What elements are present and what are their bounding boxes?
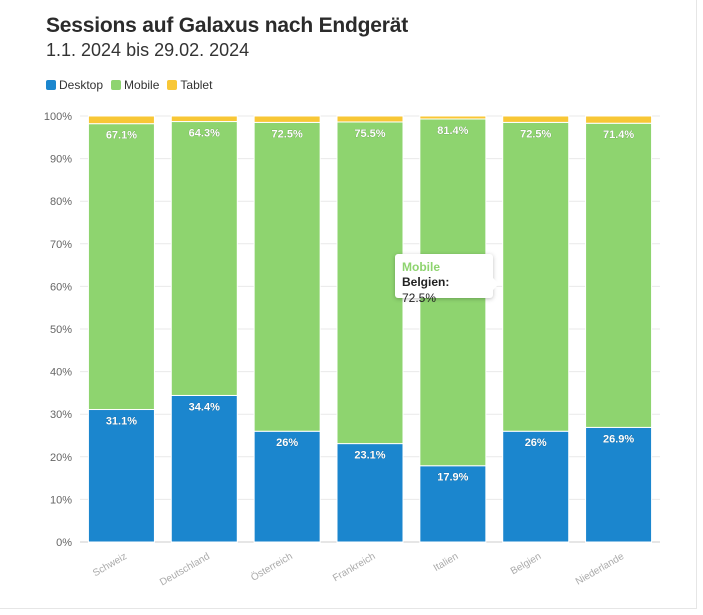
y-tick-label: 60% [50, 281, 72, 293]
data-label: 34.4% [189, 401, 220, 413]
chart-tooltip: Mobile Belgien: 72.5% [395, 254, 499, 305]
x-tick-label: Frankreich [331, 551, 377, 584]
legend-label-mobile: Mobile [124, 78, 160, 92]
y-tick-label: 30% [50, 409, 72, 421]
x-tick-label: Schweiz [91, 551, 129, 579]
bar-mobile[interactable] [336, 121, 404, 445]
y-tick-label: 20% [50, 452, 72, 464]
legend-label-desktop: Desktop [59, 78, 104, 92]
data-label: 81.4% [437, 125, 468, 137]
y-tick-label: 80% [50, 196, 72, 208]
bar-desktop[interactable] [502, 430, 570, 543]
data-label: 23.1% [354, 450, 385, 462]
tooltip-category: Belgien: [402, 275, 450, 289]
bar-mobile[interactable] [87, 123, 155, 411]
y-tick-label: 40% [50, 367, 72, 379]
x-tick-label: Italien [432, 551, 461, 574]
x-tick-label: Belgien [509, 551, 543, 577]
legend-item-tablet[interactable]: Tablet [167, 78, 212, 92]
x-tick-label: Niederlande [574, 551, 627, 588]
data-label: 67.1% [106, 130, 137, 142]
bar-mobile[interactable] [585, 122, 653, 428]
bar-tablet[interactable] [253, 115, 321, 123]
data-label: 75.5% [354, 128, 385, 140]
legend-swatch-tablet [167, 80, 178, 90]
data-label: 72.5% [272, 128, 303, 140]
y-tick-label: 70% [50, 239, 72, 251]
bar-tablet[interactable] [419, 115, 487, 120]
chart-title: Sessions auf Galaxus nach Endgerät [46, 14, 408, 37]
bar-mobile[interactable] [253, 121, 321, 432]
y-tick-label: 10% [50, 494, 72, 506]
bar-tablet[interactable] [336, 115, 404, 123]
data-label: 26% [525, 437, 547, 449]
data-label: 64.3% [189, 128, 220, 140]
data-label: 31.1% [106, 416, 137, 428]
legend-swatch-desktop [46, 80, 56, 90]
bar-tablet[interactable] [585, 115, 653, 124]
legend: Desktop Mobile Tablet [46, 78, 214, 92]
data-label: 71.4% [603, 129, 634, 141]
data-label: 17.9% [437, 472, 468, 484]
legend-item-desktop[interactable]: Desktop [46, 78, 103, 92]
tooltip-value: 72.5% [402, 291, 437, 305]
bar-desktop[interactable] [253, 430, 321, 543]
y-tick-label: 90% [50, 154, 72, 166]
legend-item-mobile[interactable]: Mobile [111, 78, 159, 92]
x-tick-label: Österreich [249, 550, 295, 583]
legend-swatch-mobile [111, 80, 122, 90]
bar-tablet[interactable] [502, 115, 570, 123]
data-label: 26% [276, 437, 298, 449]
chart-subtitle: 1.1. 2024 bis 29.02. 2024 [46, 40, 250, 60]
bar-mobile[interactable] [170, 121, 238, 396]
bar-desktop[interactable] [87, 409, 155, 543]
bar-mobile[interactable] [502, 121, 570, 432]
bar-tablet[interactable] [87, 115, 155, 125]
tooltip-line: Belgien: 72.5% [402, 274, 486, 306]
bar-desktop[interactable] [336, 443, 404, 543]
data-label: 26.9% [603, 433, 634, 445]
tooltip-series: Mobile [402, 260, 440, 274]
legend-label-tablet: Tablet [180, 78, 213, 92]
x-tick-label: Deutschland [158, 551, 212, 588]
bar-desktop[interactable] [170, 394, 238, 543]
bar-tablet[interactable] [170, 115, 238, 123]
data-label: 72.5% [520, 128, 551, 140]
bar-desktop[interactable] [585, 426, 653, 543]
y-tick-label: 100% [44, 111, 72, 123]
y-tick-label: 0% [56, 537, 72, 549]
y-tick-label: 50% [50, 324, 72, 336]
